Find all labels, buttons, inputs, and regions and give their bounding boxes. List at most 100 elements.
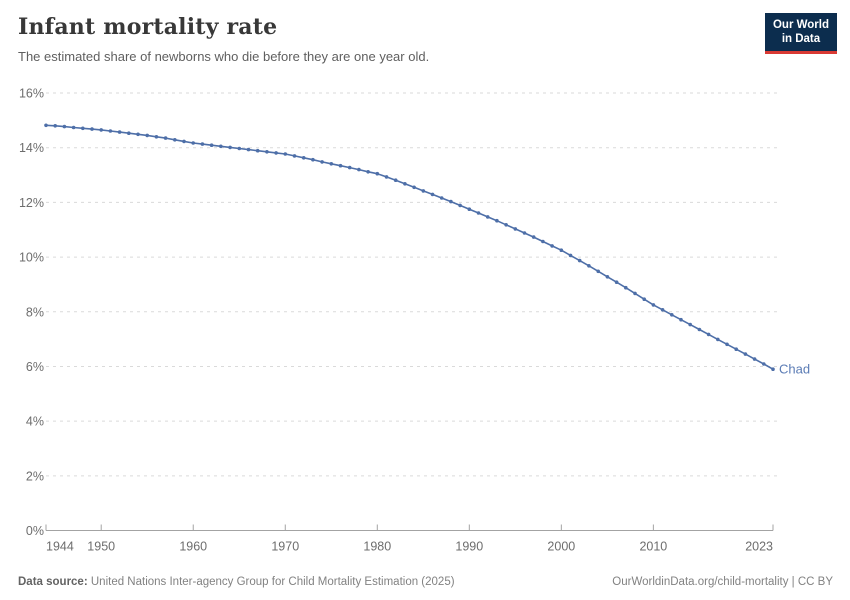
data-point-2019[interactable] xyxy=(734,347,738,352)
data-point-1982[interactable] xyxy=(393,178,398,182)
data-point-1948[interactable] xyxy=(81,126,85,131)
y-tick-label-16: 16% xyxy=(19,87,44,101)
data-point-1973[interactable] xyxy=(311,157,315,162)
data-point-1956[interactable] xyxy=(154,135,159,139)
data-point-1966[interactable] xyxy=(246,147,251,152)
owid-logo[interactable]: Our World in Data xyxy=(764,13,837,54)
data-point-2017[interactable] xyxy=(716,337,720,342)
data-point-2001[interactable] xyxy=(568,253,573,258)
data-point-1994[interactable] xyxy=(504,223,508,227)
data-point-2020[interactable] xyxy=(743,352,748,356)
data-point-1968[interactable] xyxy=(265,150,269,154)
data-point-1998[interactable] xyxy=(541,239,545,244)
data-point-1972[interactable] xyxy=(301,156,306,160)
data-point-2009[interactable] xyxy=(642,297,646,302)
data-point-1950[interactable] xyxy=(99,128,103,132)
series-line-chad[interactable] xyxy=(45,124,774,370)
data-point-2005[interactable] xyxy=(605,275,610,279)
data-point-1993[interactable] xyxy=(495,218,499,223)
data-point-1978[interactable] xyxy=(357,167,361,172)
data-point-1949[interactable] xyxy=(90,127,94,131)
data-point-1975[interactable] xyxy=(329,162,334,166)
data-point-1996[interactable] xyxy=(522,231,527,235)
data-point-1967[interactable] xyxy=(255,148,260,153)
x-tick-label-2010: 2010 xyxy=(639,540,667,554)
data-point-1944[interactable] xyxy=(44,123,48,128)
data-point-2000[interactable] xyxy=(559,248,564,252)
owid-logo-line2: in Data xyxy=(781,32,821,45)
data-point-1999[interactable] xyxy=(550,244,554,248)
data-point-1953[interactable] xyxy=(127,131,131,135)
data-point-2002[interactable] xyxy=(577,258,582,263)
owid-logo-line1: Our World xyxy=(772,19,829,31)
data-point-1976[interactable] xyxy=(338,163,343,168)
data-point-1962[interactable] xyxy=(209,143,214,147)
data-point-1981[interactable] xyxy=(384,175,389,179)
data-point-2007[interactable] xyxy=(624,285,628,290)
data-point-2021[interactable] xyxy=(752,357,757,361)
data-point-2004[interactable] xyxy=(596,269,600,274)
data-point-1997[interactable] xyxy=(531,235,536,239)
data-point-2006[interactable] xyxy=(614,280,619,285)
data-point-1952[interactable] xyxy=(117,130,122,134)
data-point-1987[interactable] xyxy=(439,196,444,200)
data-point-2013[interactable] xyxy=(679,317,683,322)
y-tick-label-14: 14% xyxy=(19,141,44,155)
data-point-1988[interactable] xyxy=(449,199,453,204)
data-point-2015[interactable] xyxy=(697,327,702,332)
data-point-1992[interactable] xyxy=(485,215,490,219)
data-point-2011[interactable] xyxy=(660,308,665,312)
data-point-1957[interactable] xyxy=(163,136,168,140)
data-point-1989[interactable] xyxy=(458,203,462,208)
entity-label-chad[interactable]: Chad xyxy=(779,362,810,377)
data-point-2018[interactable] xyxy=(725,342,729,347)
data-point-1969[interactable] xyxy=(274,151,278,155)
data-point-2008[interactable] xyxy=(633,291,637,296)
data-point-1986[interactable] xyxy=(430,192,435,197)
data-point-2012[interactable] xyxy=(670,313,674,317)
data-point-2016[interactable] xyxy=(706,332,711,337)
data-point-1946[interactable] xyxy=(62,124,67,129)
data-point-1958[interactable] xyxy=(173,138,177,142)
y-tick-label-10: 10% xyxy=(19,251,44,265)
data-point-1990[interactable] xyxy=(467,207,472,211)
data-point-2014[interactable] xyxy=(688,322,692,327)
citation-link[interactable]: OurWorldinData.org/child-mortality | CC … xyxy=(612,576,833,588)
data-point-1963[interactable] xyxy=(219,144,223,149)
y-tick-label-0: 0% xyxy=(26,524,44,538)
data-point-1947[interactable] xyxy=(71,125,76,130)
data-point-2010[interactable] xyxy=(651,303,656,307)
data-point-1954[interactable] xyxy=(136,132,140,137)
x-tick-label-1944: 1944 xyxy=(46,540,74,554)
data-point-1984[interactable] xyxy=(412,185,416,190)
data-point-2022[interactable] xyxy=(762,362,766,366)
data-point-1991[interactable] xyxy=(476,211,481,215)
data-point-1995[interactable] xyxy=(513,227,518,231)
data-point-1970[interactable] xyxy=(283,152,288,156)
data-source-note: Data source: United Nations Inter-agency… xyxy=(18,576,455,588)
data-point-1960[interactable] xyxy=(191,141,195,145)
data-point-1983[interactable] xyxy=(403,182,407,186)
data-point-1955[interactable] xyxy=(145,133,149,138)
y-tick-label-8: 8% xyxy=(26,305,44,319)
data-source-label: Data source: xyxy=(18,576,88,588)
data-point-1951[interactable] xyxy=(108,129,113,133)
data-point-1979[interactable] xyxy=(366,170,370,174)
data-point-1977[interactable] xyxy=(347,165,352,170)
y-tick-label-12: 12% xyxy=(19,196,44,210)
data-point-1965[interactable] xyxy=(237,146,242,151)
data-point-1985[interactable] xyxy=(421,189,426,193)
data-point-1959[interactable] xyxy=(182,139,186,144)
y-tick-label-6: 6% xyxy=(26,360,44,374)
data-point-2023[interactable] xyxy=(771,367,775,372)
data-point-1971[interactable] xyxy=(292,154,297,158)
data-point-1964[interactable] xyxy=(228,145,232,150)
data-point-1980[interactable] xyxy=(375,171,380,176)
data-point-1961[interactable] xyxy=(200,142,205,146)
data-point-1974[interactable] xyxy=(320,160,324,164)
y-tick-label-2: 2% xyxy=(26,469,44,483)
data-point-2003[interactable] xyxy=(587,264,591,268)
data-point-1945[interactable] xyxy=(53,124,57,128)
